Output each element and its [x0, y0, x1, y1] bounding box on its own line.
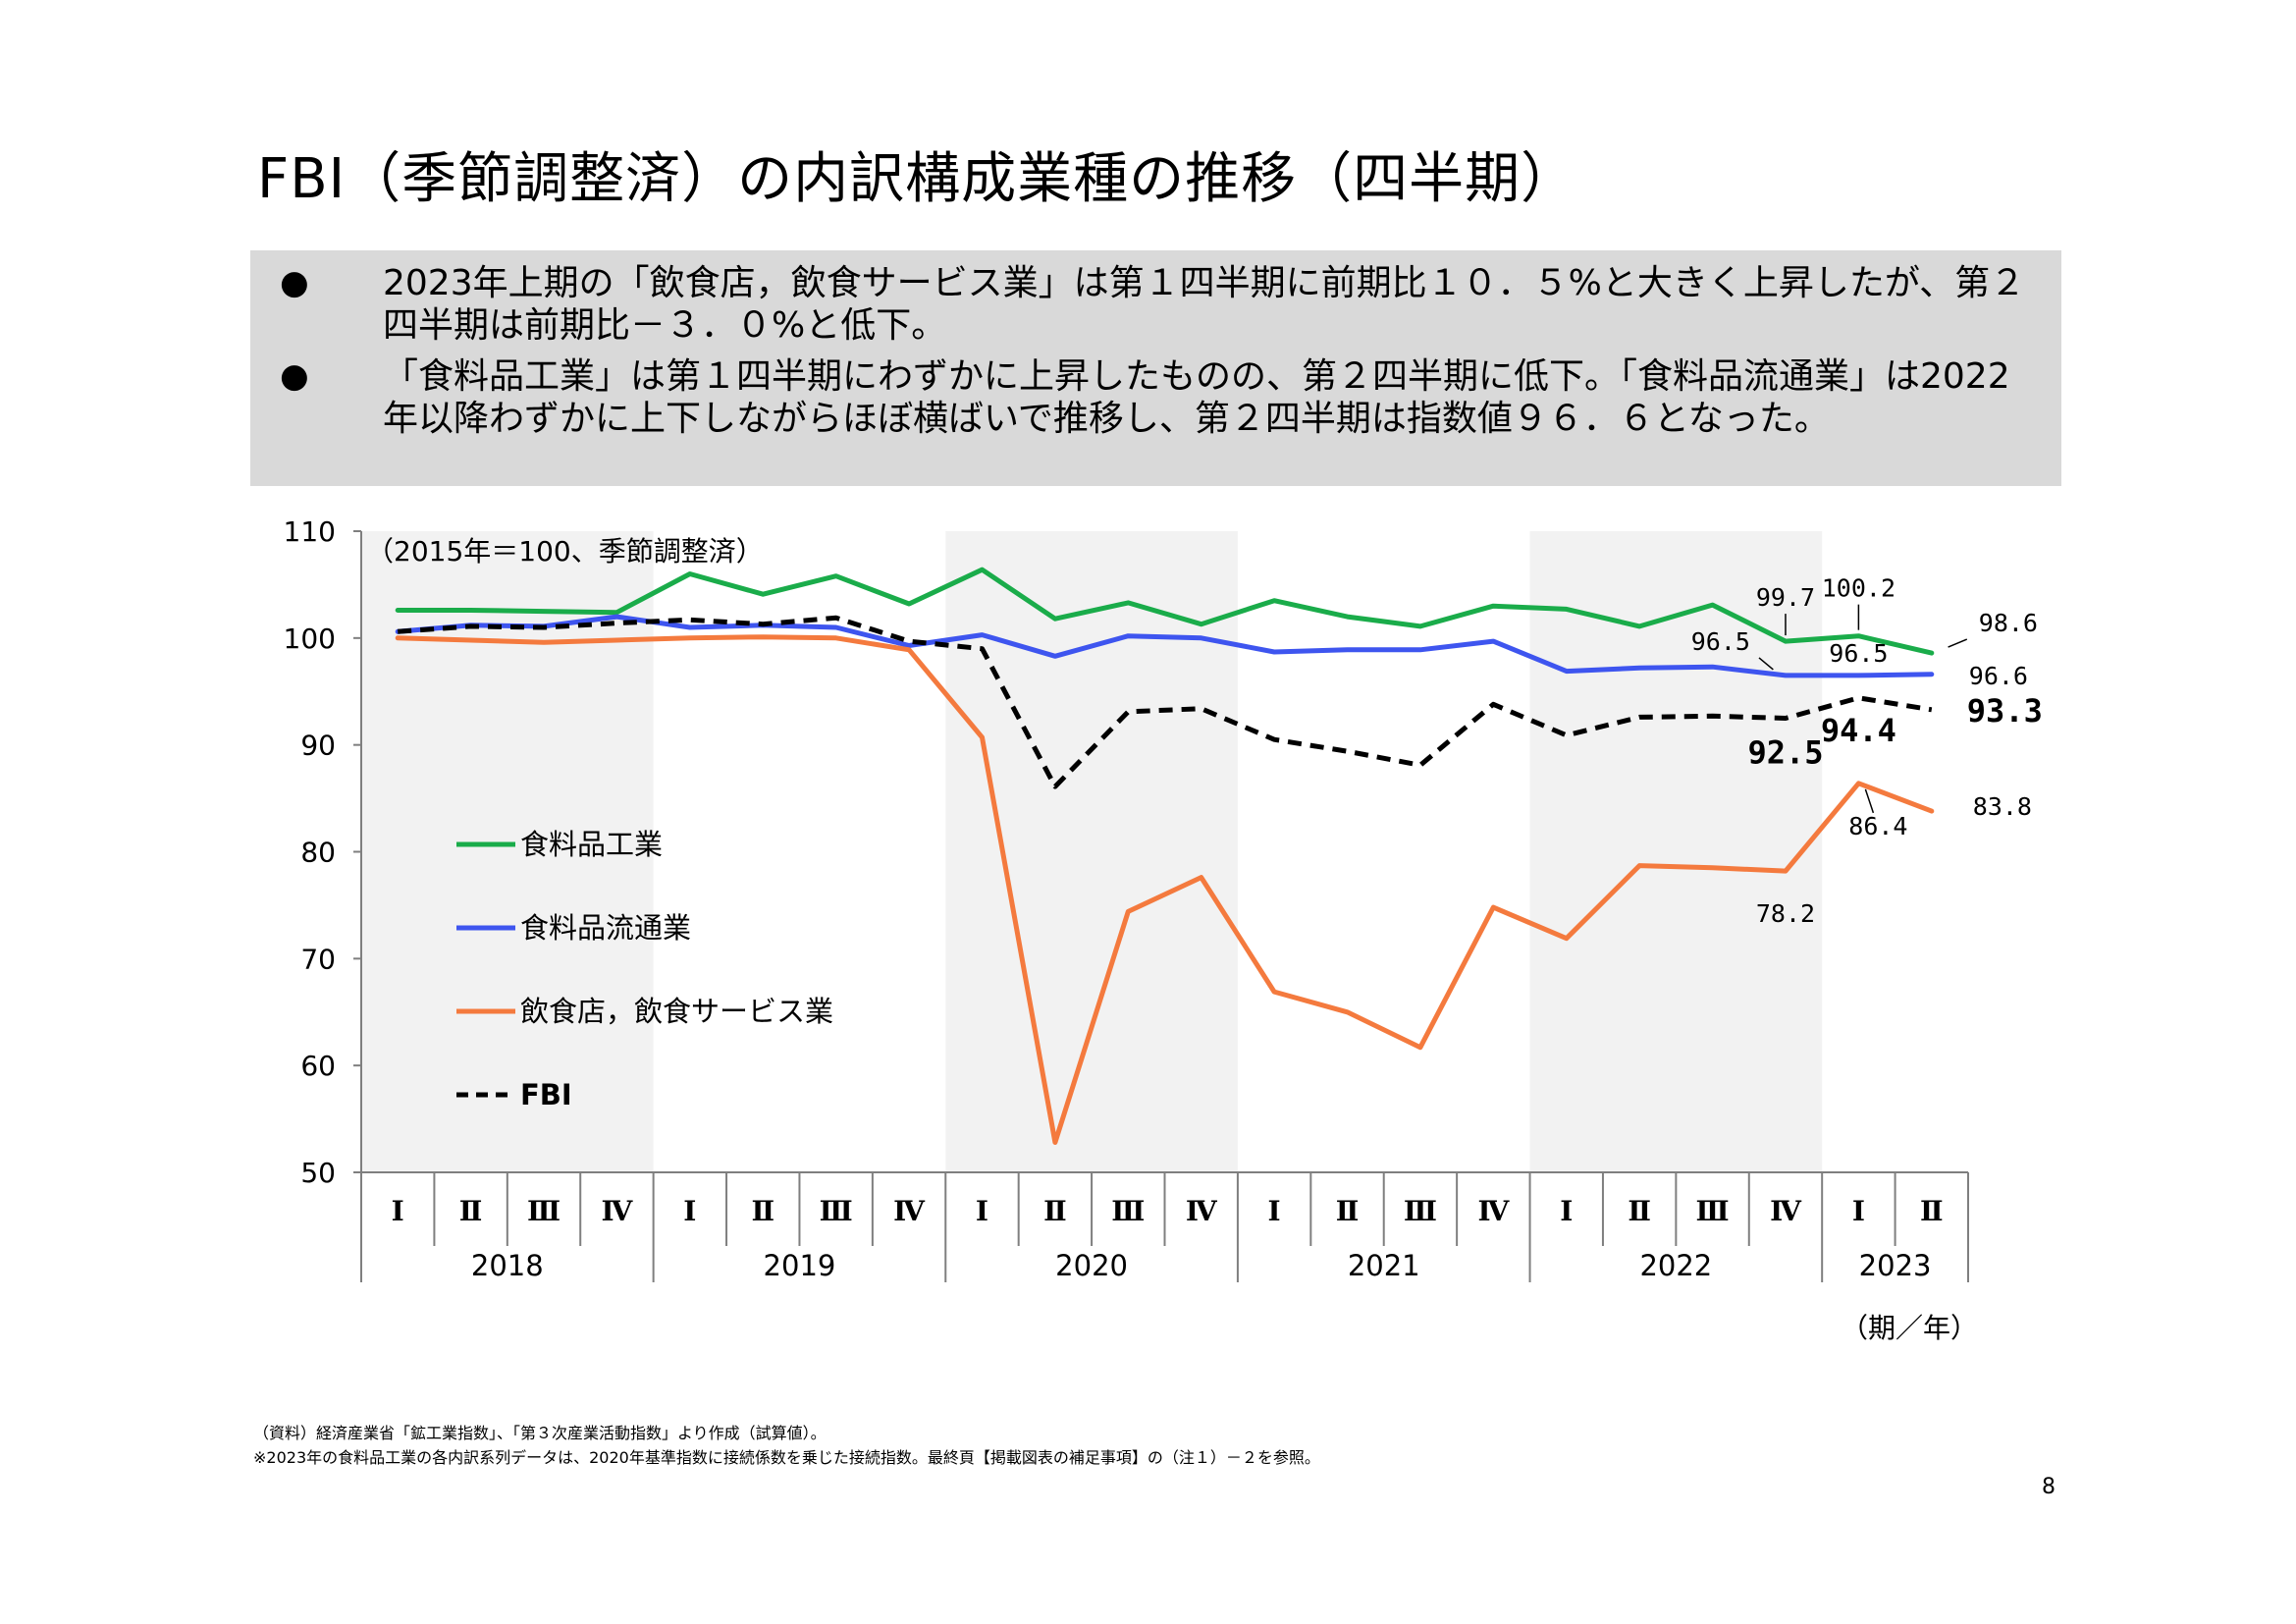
x-quarter-label: Ⅲ [527, 1195, 561, 1227]
series-line-4 [398, 615, 1933, 789]
x-year-label: 2020 [1055, 1249, 1128, 1282]
summary-text-1: 2023年上期の「飲食店，飲食サービス業」は第１四半期に前期比１０．５%と大きく… [383, 263, 2026, 346]
x-quarter-label: Ⅳ [1186, 1195, 1218, 1227]
y-tick-label: 80 [300, 837, 336, 869]
y-tick-label: 110 [284, 515, 336, 548]
y-tick-label: 100 [284, 623, 336, 655]
series-lines [395, 567, 1935, 1145]
x-quarter-label: Ⅰ [1560, 1195, 1573, 1227]
unit-note: （2015年＝100、季節調整済） [366, 535, 764, 568]
data-label: 92.5 [1747, 733, 1823, 771]
series-line-1 [395, 567, 1935, 656]
x-year-label: 2018 [471, 1249, 544, 1282]
summary-text-2: 「食料品工業」は第１四半期にわずかに上昇したものの、第２四半期に低下。「食料品流… [383, 356, 2010, 439]
data-label: 78.2 [1756, 899, 1815, 928]
x-axis-note: （期／年） [1841, 1312, 1978, 1344]
y-tick-label: 50 [300, 1157, 336, 1189]
x-quarter-label: Ⅱ [459, 1195, 483, 1227]
bullet-marker: ● [280, 263, 309, 302]
data-labels: 99.7 100.2 98.6 96.5 96.5 96.6 92.594.4 93.3 78.… [1691, 574, 2043, 928]
x-quarter-label: Ⅲ [1404, 1195, 1437, 1227]
x-quarter-label: Ⅰ [976, 1195, 988, 1227]
legend-label-3: 飲食店，飲食サービス業 [520, 995, 833, 1028]
label-leader [1864, 788, 1875, 814]
x-quarter-label: Ⅲ [1696, 1195, 1730, 1227]
legend-label-1: 食料品工業 [520, 828, 663, 861]
x-year-label: 2021 [1348, 1249, 1420, 1282]
series-line-3 [395, 634, 1935, 1145]
x-year-label: 2022 [1639, 1249, 1712, 1282]
year-shading [361, 531, 1823, 1172]
axes: 50 60 70 80 90 100 110 Ⅰ Ⅱ Ⅲ Ⅳ Ⅰ Ⅱ Ⅲ Ⅳ Ⅰ Ⅱ Ⅲ Ⅳ Ⅰ Ⅱ Ⅲ Ⅳ Ⅰ Ⅱ Ⅲ Ⅳ Ⅰ Ⅱ 20… [284, 515, 1969, 1282]
x-quarter-label: Ⅲ [820, 1195, 853, 1227]
y-tick-label: 70 [300, 943, 336, 975]
x-quarter-label: Ⅱ [1920, 1195, 1944, 1227]
x-quarter-label: Ⅳ [1770, 1195, 1802, 1227]
y-tick-label: 90 [300, 730, 336, 762]
x-quarter-label: Ⅰ [392, 1195, 404, 1227]
footnote-note: ※2023年の食料品工業の各内訳系列データは、2020年基準指数に接続係数を乗じ… [253, 1448, 1320, 1467]
label-leader [1758, 657, 1774, 671]
data-label: 96.6 [1969, 662, 2028, 690]
footnote-source: （資料）経済産業省「鉱工業指数」、「第３次産業活動指数」より作成（試算値）。 [253, 1424, 827, 1442]
data-label: 100.2 [1822, 574, 1896, 603]
page-title: FBI（季節調整済）の内訳構成業種の推移（四半期） [257, 147, 1577, 211]
x-quarter-label: Ⅳ [1477, 1195, 1510, 1227]
data-label: 93.3 [1967, 692, 2043, 730]
legend-label-2: 食料品流通業 [520, 911, 691, 945]
data-label: 98.6 [1979, 609, 2038, 637]
data-label: 96.5 [1829, 639, 1888, 668]
footnotes: （資料）経済産業省「鉱工業指数」、「第３次産業活動指数」より作成（試算値）。 ※… [253, 1421, 1320, 1470]
x-quarter-label: Ⅱ [751, 1195, 774, 1227]
y-tick-label: 60 [300, 1050, 336, 1082]
x-quarter-label: Ⅳ [893, 1195, 926, 1227]
data-label: 94.4 [1821, 712, 1896, 749]
data-label: 99.7 [1756, 583, 1815, 612]
legend-label-4: FBI [520, 1078, 572, 1111]
x-quarter-label: Ⅱ [1336, 1195, 1360, 1227]
x-quarter-label: Ⅰ [1852, 1195, 1865, 1227]
bullet-marker: ● [280, 356, 309, 396]
data-label: 96.5 [1691, 627, 1750, 656]
x-quarter-label: Ⅰ [1268, 1195, 1281, 1227]
data-label: 86.4 [1848, 812, 1907, 840]
data-label: 83.8 [1973, 792, 2032, 821]
label-leader [1948, 638, 1968, 648]
x-quarter-label: Ⅳ [602, 1195, 634, 1227]
x-quarter-label: Ⅲ [1111, 1195, 1145, 1227]
summary-box: ● 2023年上期の「飲食店，飲食サービス業」は第１四半期に前期比１０．５%と大… [250, 250, 2061, 486]
x-quarter-label: Ⅰ [683, 1195, 696, 1227]
x-quarter-label: Ⅱ [1628, 1195, 1651, 1227]
page-number: 8 [2042, 1475, 2056, 1499]
x-year-label: 2023 [1859, 1249, 1932, 1282]
year-band-2020 [945, 531, 1238, 1172]
x-quarter-label: Ⅱ [1043, 1195, 1067, 1227]
year-band-2022 [1529, 531, 1823, 1172]
x-year-label: 2019 [764, 1249, 836, 1282]
